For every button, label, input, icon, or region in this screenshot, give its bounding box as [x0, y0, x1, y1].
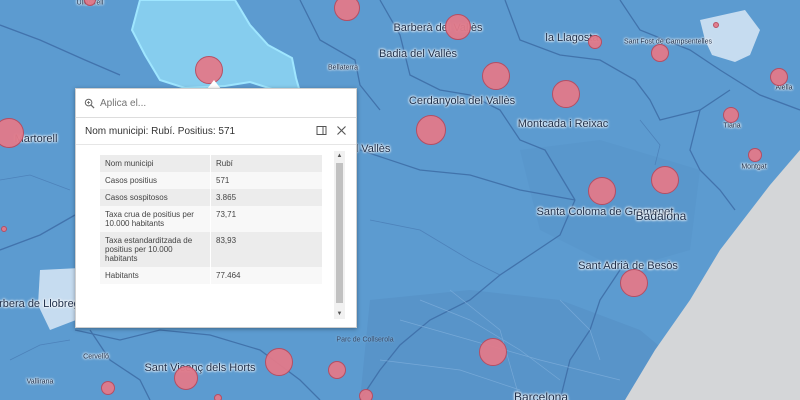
scroll-thumb[interactable]	[336, 163, 343, 303]
place-label: Montcada i Reixac	[517, 118, 609, 130]
case-marker[interactable]	[713, 22, 719, 28]
case-marker[interactable]	[445, 14, 471, 40]
dock-icon	[316, 126, 327, 135]
case-marker[interactable]	[552, 80, 580, 108]
case-marker[interactable]	[101, 381, 115, 395]
place-label: Barcelona	[513, 390, 569, 400]
case-marker[interactable]	[588, 177, 616, 205]
attribute-value: 83,93	[210, 232, 322, 267]
popup-title: Nom municipi: Rubí. Positius: 571	[85, 126, 236, 137]
table-row: Taxa estandarditzada de positius per 10.…	[100, 232, 322, 267]
place-label: Cervelló	[83, 353, 109, 361]
case-marker[interactable]	[588, 35, 602, 49]
case-marker[interactable]	[0, 118, 24, 148]
place-label: Martorell	[14, 133, 58, 145]
case-marker[interactable]	[651, 166, 679, 194]
table-row: Taxa crua de positius per 10.000 habitan…	[100, 206, 322, 232]
apply-zoom-input[interactable]	[98, 96, 302, 110]
attribute-value: 571	[210, 172, 322, 189]
table-row: Casos sospitosos 3.865	[100, 189, 322, 206]
case-marker[interactable]	[359, 389, 373, 400]
table-row: Habitants 77.464	[100, 267, 322, 284]
popup-content: Nom municipi Rubí Casos positius 571 Casos s…	[100, 155, 322, 284]
table-row: Nom municipi Rubí	[100, 155, 322, 172]
popup-pointer	[207, 80, 221, 89]
feature-popup: Nom municipi: Rubí. Positius: 571 Nom mu…	[75, 88, 357, 328]
place-label: Badia del Vallès	[378, 48, 458, 60]
close-icon	[337, 126, 346, 135]
place-label: Sant Adrià de Besòs	[578, 260, 678, 272]
place-label: Vallirana	[26, 378, 54, 386]
place-label: Badalona	[635, 209, 687, 223]
case-marker[interactable]	[416, 115, 446, 145]
attribute-key: Taxa crua de positius per 10.000 habitan…	[100, 206, 211, 232]
case-marker[interactable]	[1, 226, 7, 232]
popup-scrollbar[interactable]: ▲ ▼	[334, 151, 345, 319]
case-marker[interactable]	[265, 348, 293, 376]
case-marker[interactable]	[723, 107, 739, 123]
place-label: Montgat	[741, 163, 767, 171]
place-label: la Llagosta	[545, 32, 599, 44]
case-marker[interactable]	[479, 338, 507, 366]
place-label: Alella	[775, 84, 793, 92]
place-label: Sant Vicenç dels Horts	[144, 362, 256, 374]
place-label: Santa Coloma de Gramenet	[536, 206, 674, 218]
attribute-value: 3.865	[210, 189, 322, 206]
attribute-key: Casos positius	[100, 172, 211, 189]
case-marker[interactable]	[174, 366, 198, 390]
scroll-up-arrow-icon[interactable]: ▲	[336, 153, 343, 159]
case-marker[interactable]	[748, 148, 762, 162]
place-label: el Vallès	[349, 143, 391, 155]
zoom-icon[interactable]	[84, 98, 95, 109]
attribute-value: 73,71	[210, 206, 322, 232]
popup-search	[84, 95, 302, 111]
case-marker[interactable]	[651, 44, 669, 62]
case-marker[interactable]	[334, 0, 360, 21]
close-button[interactable]	[335, 124, 348, 137]
scroll-down-arrow-icon[interactable]: ▼	[336, 311, 343, 317]
attribute-value: 77.464	[210, 267, 322, 284]
place-label: Bellaterra	[328, 64, 358, 72]
place-label: Tiana	[723, 122, 741, 130]
attribute-key: Habitants	[100, 267, 211, 284]
attribute-key: Casos sospitosos	[100, 189, 211, 206]
place-label: Cerdanyola del Vallès	[408, 95, 516, 107]
attribute-table: Nom municipi Rubí Casos positius 571 Casos s…	[100, 155, 322, 284]
case-marker[interactable]	[328, 361, 346, 379]
attribute-value: Rubí	[210, 155, 322, 172]
case-marker[interactable]	[770, 68, 788, 86]
table-row: Casos positius 571	[100, 172, 322, 189]
case-marker[interactable]	[214, 394, 222, 400]
case-marker[interactable]	[482, 62, 510, 90]
case-marker[interactable]	[620, 269, 648, 297]
attribute-key: Taxa estandarditzada de positius per 10.…	[100, 232, 211, 267]
attribute-key: Nom municipi	[100, 155, 211, 172]
popup-header: Nom municipi: Rubí. Positius: 571	[76, 117, 356, 145]
place-label: Sant Fost de Campsentelles	[624, 38, 712, 46]
place-label: Parc de Collserola	[336, 336, 394, 344]
place-label: Corbera de Llobregat	[0, 298, 89, 310]
dock-button[interactable]	[315, 124, 328, 137]
